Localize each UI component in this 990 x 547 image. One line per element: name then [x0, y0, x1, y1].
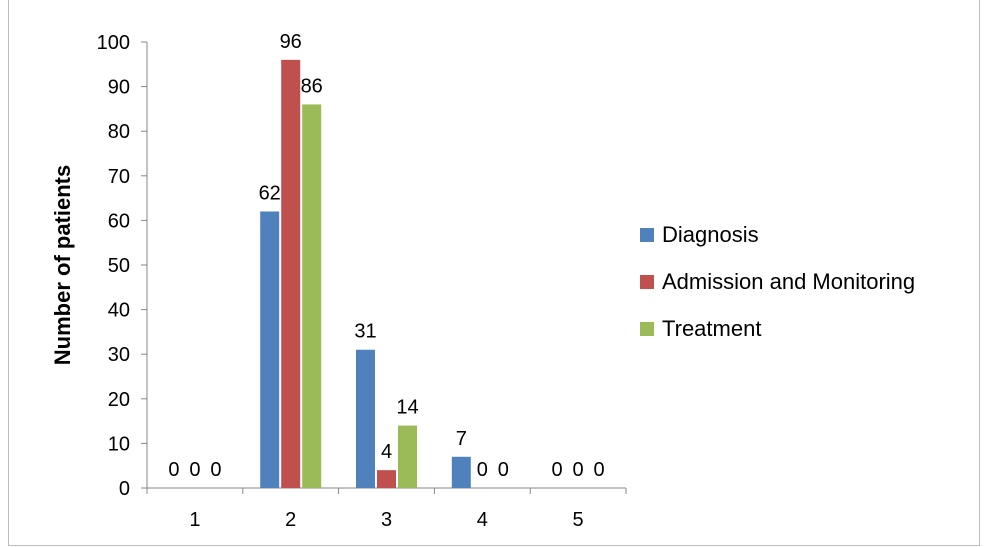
legend-item: Diagnosis — [640, 218, 915, 252]
data-label: 0 — [168, 459, 179, 481]
y-tick-label: 100 — [97, 32, 130, 54]
x-tick-label: 2 — [285, 509, 296, 531]
data-label: 0 — [210, 459, 221, 481]
data-label: 0 — [189, 459, 200, 481]
data-label: 96 — [280, 31, 302, 53]
legend-label: Treatment — [662, 316, 762, 341]
y-tick-label: 30 — [108, 344, 130, 366]
data-label: 0 — [552, 459, 563, 481]
y-tick-label: 60 — [108, 210, 130, 232]
data-label: 0 — [477, 459, 488, 481]
y-tick-label: 0 — [119, 478, 130, 500]
legend-label: Admission and Monitoring — [662, 269, 916, 294]
data-label: 0 — [573, 459, 584, 481]
legend-swatch — [640, 228, 654, 242]
bars — [260, 59, 471, 489]
bar — [281, 59, 301, 489]
bar — [260, 211, 280, 489]
legend-item: Admission and Monitoring — [640, 265, 915, 299]
y-tick-label: 20 — [108, 389, 130, 411]
y-tick-label: 90 — [108, 77, 130, 99]
legend-swatch — [640, 322, 654, 336]
y-tick-label: 40 — [108, 300, 130, 322]
y-axis: 0 10 20 30 40 50 60 70 80 90 100 — [97, 32, 148, 500]
legend-item: Treatment — [640, 312, 915, 346]
y-tick-label: 50 — [108, 255, 130, 277]
legend-swatch — [640, 275, 654, 289]
legend: Diagnosis Admission and Monitoring Treatme… — [640, 218, 915, 359]
x-axis: 1 2 3 4 5 — [146, 487, 627, 531]
bar — [398, 425, 417, 488]
data-label: 62 — [259, 182, 281, 204]
data-label: 86 — [301, 75, 323, 97]
data-label: 7 — [456, 428, 467, 450]
data-label: 14 — [396, 397, 418, 419]
x-tick-label: 3 — [381, 509, 392, 531]
bar — [451, 456, 471, 488]
data-label: 0 — [594, 459, 605, 481]
data-label: 4 — [381, 441, 392, 463]
y-axis-label: Number of patients — [50, 165, 75, 365]
bar — [302, 104, 322, 488]
legend-label: Diagnosis — [662, 222, 759, 247]
y-tick-label: 70 — [108, 166, 130, 188]
x-tick-label: 5 — [573, 509, 584, 531]
bar — [377, 470, 396, 488]
bar — [356, 349, 375, 488]
chart-frame — [8, 0, 980, 546]
x-tick-label: 1 — [189, 509, 200, 531]
x-tick-label: 4 — [477, 509, 488, 531]
y-tick-label: 80 — [108, 121, 130, 143]
data-label: 0 — [498, 459, 509, 481]
y-tick-label: 10 — [108, 433, 130, 455]
data-label: 31 — [354, 321, 376, 343]
